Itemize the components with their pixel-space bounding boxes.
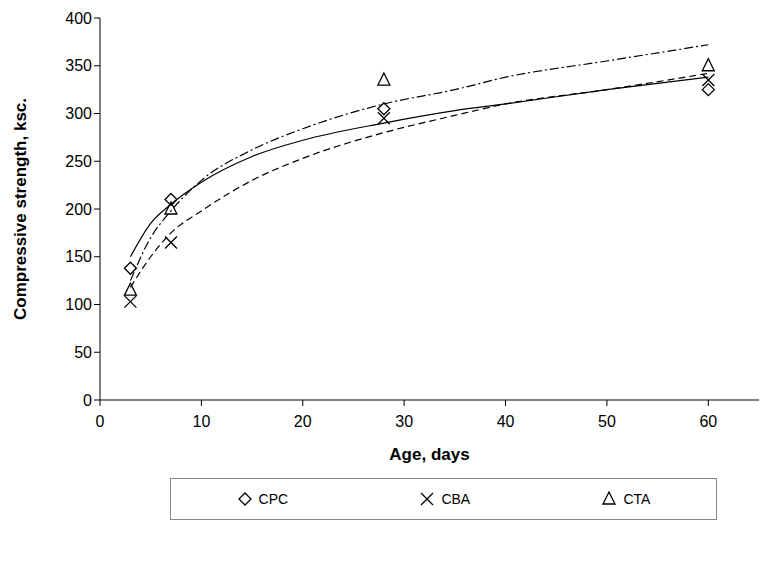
svg-text:60: 60 (699, 413, 717, 430)
svg-text:20: 20 (294, 413, 312, 430)
svg-text:200: 200 (65, 201, 92, 218)
svg-text:0: 0 (83, 392, 92, 409)
svg-text:250: 250 (65, 153, 92, 170)
svg-text:400: 400 (65, 10, 92, 27)
svg-text:0: 0 (96, 413, 105, 430)
svg-text:Age, days: Age, days (389, 445, 469, 464)
svg-text:10: 10 (192, 413, 210, 430)
svg-text:40: 40 (497, 413, 515, 430)
html-text:CPC: CPC (258, 491, 289, 507)
svg-text:150: 150 (65, 248, 92, 265)
svg-text:100: 100 (65, 296, 92, 313)
svg-text:350: 350 (65, 57, 92, 74)
svg-text:300: 300 (65, 105, 92, 122)
svg-text:Compressive strength, ksc.: Compressive strength, ksc. (11, 98, 30, 320)
svg-text:50: 50 (74, 344, 92, 361)
html-text:CBA: CBA (441, 491, 471, 507)
svg-text:30: 30 (395, 413, 413, 430)
svg-text:50: 50 (598, 413, 616, 430)
html-text:CTA: CTA (623, 491, 651, 507)
